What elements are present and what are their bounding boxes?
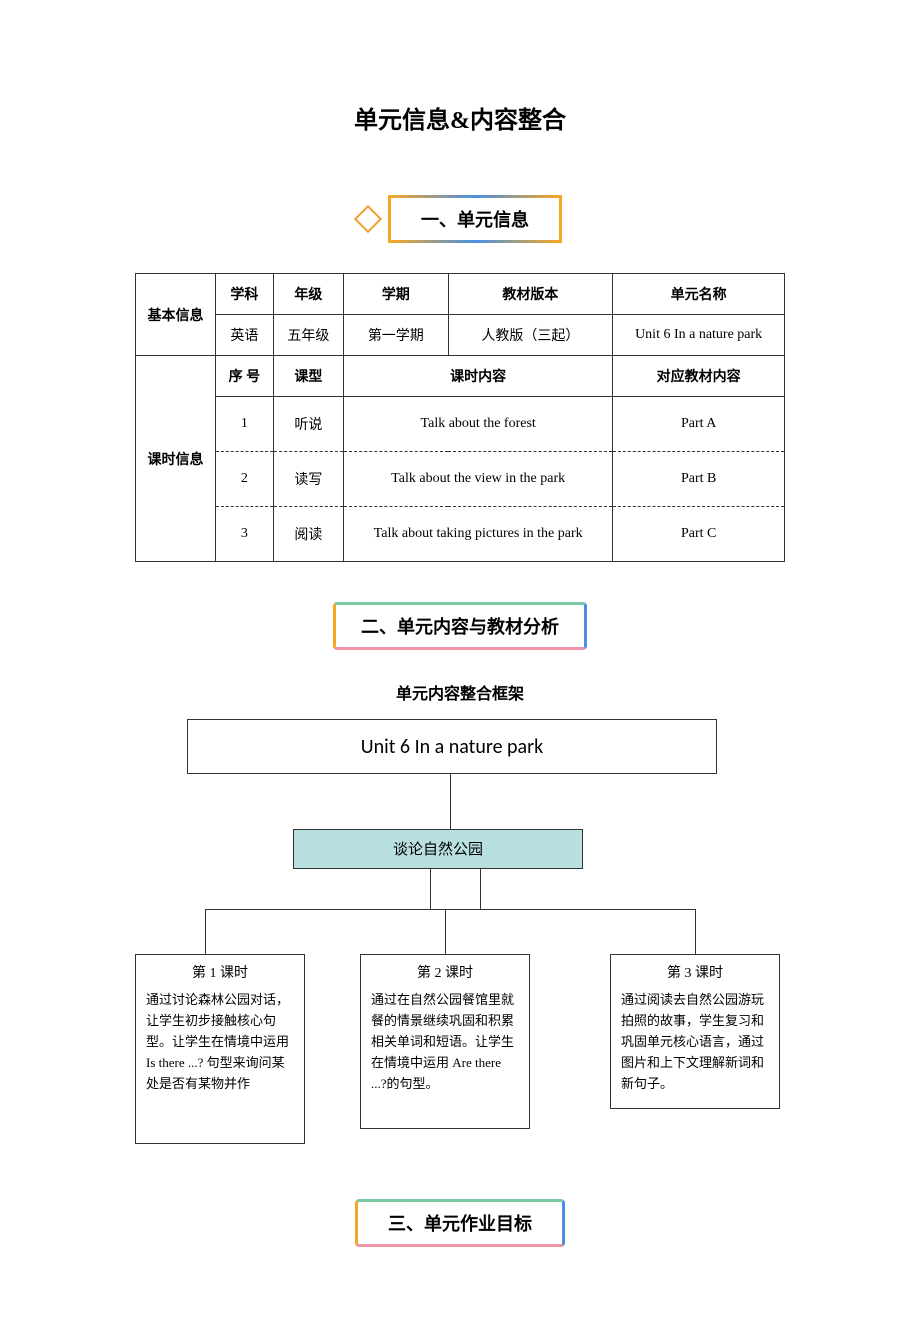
section-1-header: 一、单元信息 [135,195,785,243]
lesson-info-header: 课时信息 [136,356,216,562]
lesson-content: Talk about taking pictures in the park [344,507,613,562]
lesson-content: Talk about the forest [344,397,613,452]
lesson-3-title: 第 3 课时 [621,963,769,985]
col-textbook-version: 教材版本 [448,274,613,315]
framework-title: 单元内容整合框架 [135,680,785,704]
section-2-header: 二、单元内容与教材分析 [135,602,785,650]
col-textbook-content: 对应教材内容 [613,356,785,397]
connector-line [450,774,451,829]
framework-lesson-1: 第 1 课时 通过讨论森林公园对话，让学生初步接触核心句型。让学生在情境中运用 … [135,954,305,1144]
framework-unit-title: Unit 6 In a nature park [187,719,717,774]
table-header-row-1: 基本信息 学科 年级 学期 教材版本 单元名称 [136,274,785,315]
section-3-label: 三、单元作业目标 [355,1199,565,1247]
lesson-2-desc: 通过在自然公园餐馆里就餐的情景继续巩固和积累相关单词和短语。让学生在情境中运用 … [371,990,519,1094]
table-basic-values-row: 英语 五年级 第一学期 人教版（三起） Unit 6 In a nature p… [136,315,785,356]
val-textbook-version: 人教版（三起） [448,315,613,356]
lesson-2-title: 第 2 课时 [371,963,519,985]
col-unit-name: 单元名称 [613,274,785,315]
col-lesson-content: 课时内容 [344,356,613,397]
framework-diagram: Unit 6 In a nature park 谈论自然公园 第 1 课时 通过… [135,719,785,1174]
section-1-label: 一、单元信息 [388,195,562,243]
connector-line [695,909,696,954]
lesson-num: 3 [216,507,274,562]
info-table: 基本信息 学科 年级 学期 教材版本 单元名称 英语 五年级 第一学期 人教版（… [135,273,785,562]
table-lesson-row: 2 读写 Talk about the view in the park Par… [136,452,785,507]
val-grade: 五年级 [273,315,343,356]
lesson-type: 读写 [273,452,343,507]
lesson-num: 1 [216,397,274,452]
lesson-1-desc: 通过讨论森林公园对话，让学生初步接触核心句型。让学生在情境中运用 Is ther… [146,990,294,1094]
col-lesson-type: 课型 [273,356,343,397]
lesson-content: Talk about the view in the park [344,452,613,507]
framework-lesson-2: 第 2 课时 通过在自然公园餐馆里就餐的情景继续巩固和积累相关单词和短语。让学生… [360,954,530,1129]
table-lesson-row: 3 阅读 Talk about taking pictures in the p… [136,507,785,562]
diamond-icon [354,205,382,233]
lesson-type: 阅读 [273,507,343,562]
table-lesson-row: 1 听说 Talk about the forest Part A [136,397,785,452]
section-3-header: 三、单元作业目标 [135,1199,785,1247]
lesson-textbook: Part A [613,397,785,452]
col-subject: 学科 [216,274,274,315]
col-semester: 学期 [344,274,449,315]
lesson-num: 2 [216,452,274,507]
val-subject: 英语 [216,315,274,356]
table-header-row-2: 课时信息 序 号 课型 课时内容 对应教材内容 [136,356,785,397]
connector-line [430,869,431,909]
val-semester: 第一学期 [344,315,449,356]
framework-lesson-3: 第 3 课时 通过阅读去自然公园游玩拍照的故事，学生复习和巩固单元核心语言，通过… [610,954,780,1109]
val-unit-name: Unit 6 In a nature park [613,315,785,356]
basic-info-header: 基本信息 [136,274,216,356]
lesson-textbook: Part C [613,507,785,562]
section-2-label: 二、单元内容与教材分析 [333,602,587,650]
lesson-3-desc: 通过阅读去自然公园游玩拍照的故事，学生复习和巩固单元核心语言，通过图片和上下文理… [621,990,769,1094]
lesson-1-title: 第 1 课时 [146,963,294,985]
page-title: 单元信息&内容整合 [135,100,785,135]
connector-line [205,909,695,910]
lesson-type: 听说 [273,397,343,452]
col-serial: 序 号 [216,356,274,397]
connector-line [445,909,446,954]
connector-line [205,909,206,954]
col-grade: 年级 [273,274,343,315]
connector-line [480,869,481,909]
framework-topic: 谈论自然公园 [293,829,583,869]
lesson-textbook: Part B [613,452,785,507]
